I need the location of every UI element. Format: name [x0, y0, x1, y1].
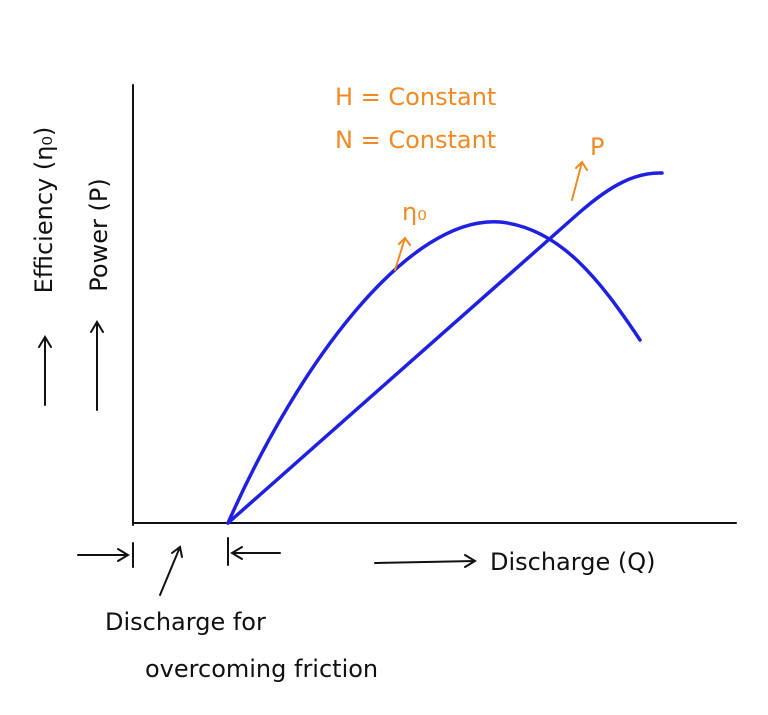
efficiency-curve — [226, 220, 642, 525]
speed-annotation: N = Constant — [335, 126, 496, 154]
power-axis-arrow — [90, 320, 104, 411]
friction-left-arrow — [77, 542, 134, 568]
friction-right-arrow — [227, 537, 281, 566]
power-pointer — [571, 160, 588, 201]
power-label: P — [590, 133, 604, 161]
power-curve — [226, 171, 664, 525]
friction-note-line2: overcoming friction — [145, 655, 378, 683]
efficiency-axis-label: Efficiency (η₀) — [30, 127, 58, 294]
x-axis-label: Discharge (Q) — [490, 548, 655, 576]
efficiency-pointer — [394, 236, 411, 271]
friction-pointer — [159, 545, 183, 596]
efficiency-axis-arrow — [38, 335, 52, 406]
axes — [132, 84, 737, 526]
power-axis-label: Power (P) — [85, 178, 113, 291]
x-axis-arrow — [374, 554, 477, 568]
friction-note-line1: Discharge for — [105, 608, 266, 636]
head-annotation: H = Constant — [335, 83, 496, 111]
efficiency-label: η₀ — [402, 198, 427, 226]
